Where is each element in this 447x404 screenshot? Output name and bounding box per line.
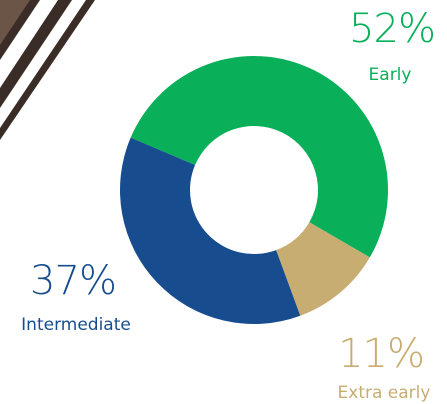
value-label: 37%	[30, 258, 116, 304]
value-label: 52%	[349, 6, 435, 52]
category-label: Intermediate	[21, 315, 131, 335]
category-label: Early	[369, 65, 412, 85]
donut-slice	[276, 222, 370, 316]
donut-slice	[130, 56, 388, 258]
category-label: Extra early	[338, 383, 431, 403]
donut-slice	[120, 137, 301, 324]
value-label: 11%	[338, 331, 424, 377]
corner-photo	[0, 0, 95, 140]
